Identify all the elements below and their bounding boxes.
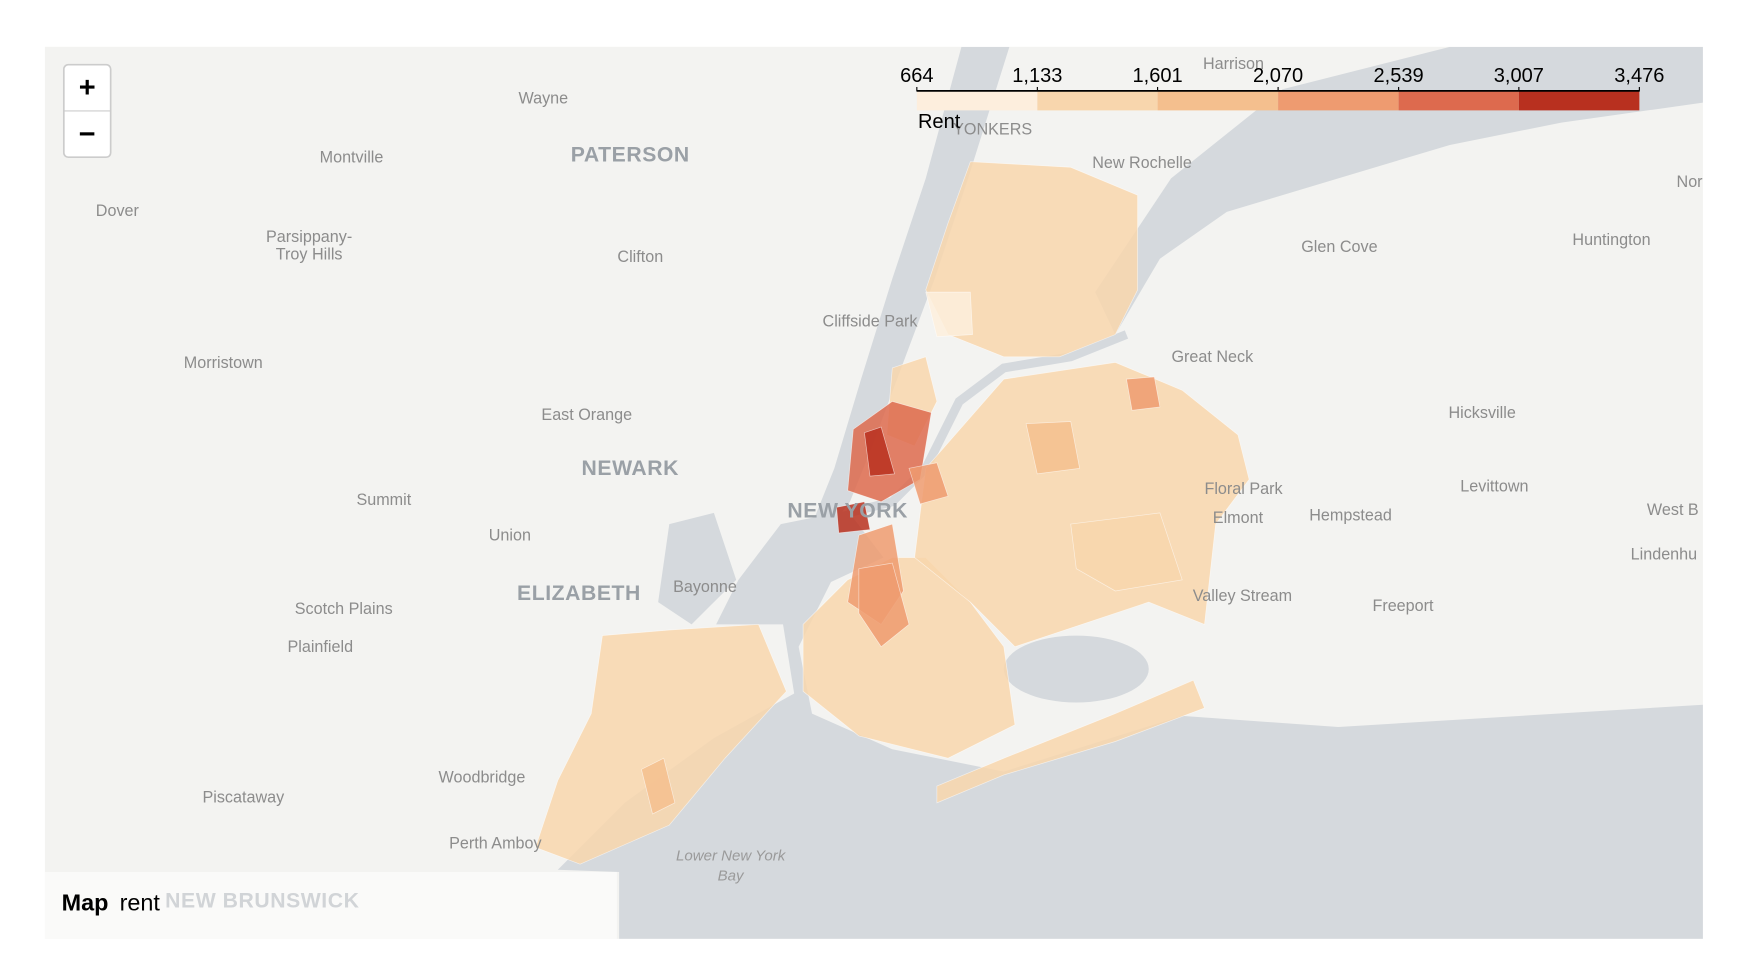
place-label: Summit (356, 491, 411, 509)
place-label: ELIZABETH (517, 582, 641, 605)
legend-bin (1037, 91, 1158, 111)
legend: Rent 664 1,133 1,601 2,070 2,539 3,007 3,476 (900, 65, 1664, 133)
place-label: NEW YORK (787, 499, 908, 522)
place-label: Troy Hills (276, 246, 343, 264)
legend-tick-label: 2,539 (1374, 65, 1424, 87)
jamaica-bay (1003, 635, 1149, 703)
legend-tick-label: 1,133 (1012, 65, 1062, 87)
caption-subtitle: rent (120, 889, 161, 915)
legend-tick-label: 664 (900, 65, 933, 87)
place-label: Morristown (184, 354, 263, 372)
place-label: Union (489, 527, 531, 545)
place-label: New Rochelle (1092, 154, 1192, 172)
place-label: Wayne (518, 90, 568, 108)
place-label: Elmont (1213, 509, 1264, 527)
region (836, 501, 871, 534)
caption-box (44, 871, 617, 939)
place-label: Parsippany- (266, 228, 352, 246)
region (864, 426, 895, 477)
legend-title: Rent (918, 111, 961, 133)
long-island-sound (1095, 46, 1703, 335)
place-label: Bay (718, 867, 745, 884)
legend-bin (916, 91, 1038, 111)
place-label: Dover (96, 202, 140, 220)
legend-tick-label: 3,476 (1614, 65, 1664, 87)
zoom-in[interactable]: + (79, 72, 96, 104)
place-label: PATERSON (571, 144, 690, 167)
legend-tick-label: 3,007 (1494, 65, 1544, 87)
place-label: NEWARK (582, 457, 680, 480)
place-label: Valley Stream (1193, 587, 1292, 605)
legend-tick-label: 1,601 (1132, 65, 1182, 87)
place-label: Glen Cove (1301, 238, 1377, 256)
hudson-river (812, 46, 1010, 527)
region (936, 679, 1205, 804)
place-label: YONKERS (953, 121, 1032, 139)
place-label: Bayonne (673, 578, 737, 596)
place-label: Scotch Plains (295, 600, 393, 618)
harbor-ocean (557, 510, 1703, 939)
legend-bin (1398, 91, 1519, 111)
place-label: West B (1647, 501, 1699, 519)
place-label: Hicksville (1448, 404, 1515, 422)
east-river (846, 330, 1129, 518)
place-label: Huntington (1572, 231, 1650, 249)
region (1126, 376, 1161, 411)
place-label: Freeport (1372, 597, 1434, 615)
place-label: Floral Park (1204, 480, 1283, 498)
region (858, 562, 910, 648)
zoom-control: + − (62, 63, 112, 159)
legend-bin (1518, 91, 1640, 111)
place-label: Lower New York (676, 847, 787, 864)
place-label: Levittown (1460, 478, 1528, 496)
basemap: Wayne PATERSON Montville Dover Parsippany-Tr… (96, 46, 1704, 939)
region (908, 462, 949, 505)
place-label: Lindenhu (1631, 546, 1698, 564)
place-label: East Orange (541, 406, 632, 424)
legend-bin (1278, 91, 1399, 111)
place-label: Great Neck (1171, 348, 1254, 366)
region (1070, 512, 1183, 592)
region (925, 291, 973, 338)
place-label: Perth Amboy (449, 834, 542, 852)
place-label: Hempstead (1309, 507, 1392, 525)
place-label: Montville (320, 149, 384, 167)
legend-tick-label: 2,070 (1253, 65, 1303, 87)
region (1025, 421, 1081, 475)
place-label: Nor (1677, 173, 1704, 191)
place-label: Woodbridge (439, 769, 526, 787)
place-label: Cliffside Park (823, 313, 919, 331)
region (535, 624, 787, 865)
place-label: Clifton (617, 248, 663, 266)
newark-bay (658, 512, 737, 625)
zoom-out[interactable]: − (79, 119, 96, 151)
caption-title: Map (62, 889, 109, 915)
legend-bin (1157, 91, 1279, 111)
region (925, 161, 1138, 358)
place-label: Piscataway (202, 789, 285, 807)
region (641, 757, 676, 815)
place-label: Plainfield (287, 638, 353, 656)
place-label: Harrison (1203, 55, 1264, 73)
